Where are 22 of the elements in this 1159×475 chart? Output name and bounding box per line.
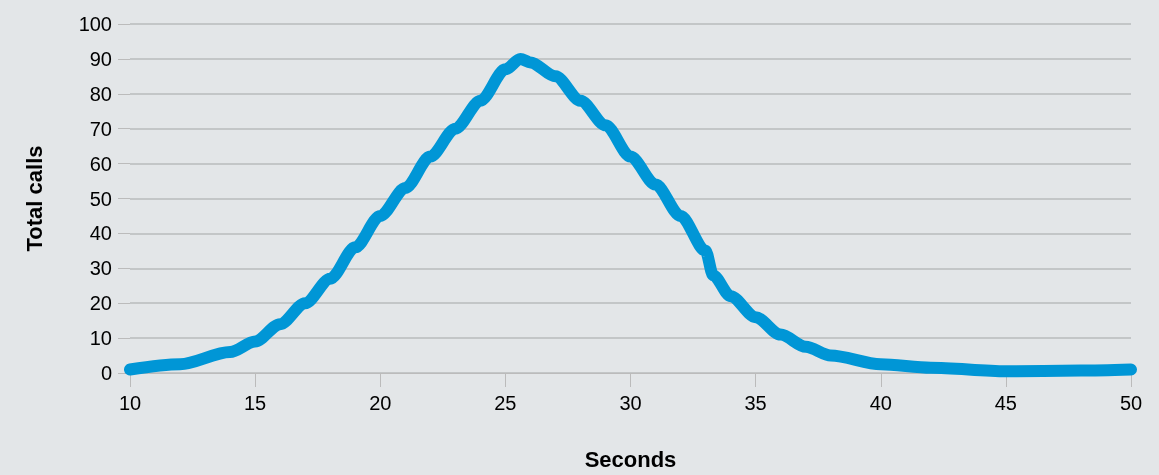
x-tick-label: 20 [369, 392, 392, 414]
x-tick-label: 15 [244, 392, 267, 414]
y-tick-label: 90 [89, 47, 112, 70]
y-tick-label: 0 [100, 362, 112, 384]
y-tick-label: 40 [89, 222, 112, 245]
y-tick-label: 60 [89, 152, 112, 175]
y-tick-label: 100 [78, 13, 112, 35]
x-axis-title: Seconds [584, 446, 677, 472]
y-tick-label: 70 [89, 117, 112, 140]
y-tick-label: 50 [89, 187, 112, 210]
y-tick-label: 10 [89, 327, 112, 350]
x-tick-label: 40 [869, 392, 892, 414]
x-tick-label: 50 [1119, 392, 1143, 414]
x-tick-label: 10 [118, 392, 142, 414]
x-tick-label: 30 [619, 392, 642, 414]
y-axis-title: Total calls [21, 145, 47, 252]
y-tick-label: 20 [89, 292, 112, 315]
x-tick-label: 35 [744, 392, 767, 414]
y-tick-label: 30 [89, 257, 112, 280]
y-tick-label: 80 [89, 82, 112, 105]
x-tick-label: 25 [494, 392, 517, 414]
x-tick-label: 45 [994, 392, 1017, 414]
